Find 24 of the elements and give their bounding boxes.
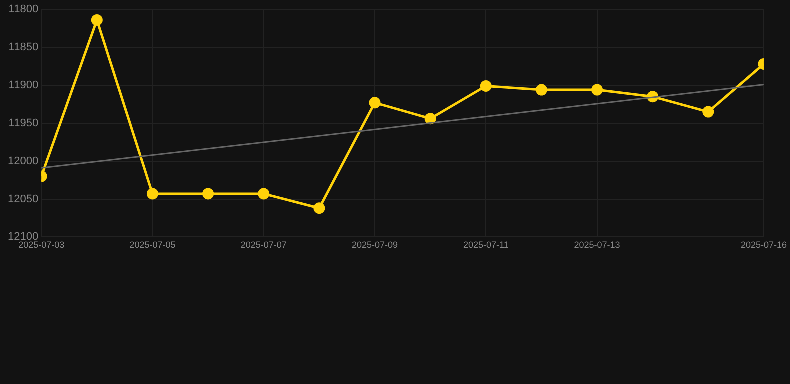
x-tick-label: 2025-07-03 bbox=[18, 240, 65, 250]
point bbox=[480, 80, 492, 92]
y-tick-label: 11900 bbox=[8, 80, 39, 92]
point bbox=[202, 188, 214, 200]
point bbox=[702, 106, 714, 118]
point bbox=[592, 84, 604, 96]
x-tick-label: 2025-07-16 bbox=[740, 240, 788, 250]
point bbox=[424, 113, 436, 125]
x-tick-label: 2025-07-09 bbox=[352, 240, 398, 250]
point bbox=[146, 188, 158, 200]
y-tick-label: 12050 bbox=[8, 193, 39, 206]
point bbox=[369, 97, 381, 109]
point bbox=[91, 14, 103, 26]
point bbox=[536, 84, 548, 96]
y-tick-label: 12000 bbox=[8, 155, 39, 168]
y-tick-label: 11800 bbox=[8, 4, 39, 16]
point bbox=[314, 202, 326, 214]
x-tick-label: 2025-07-13 bbox=[574, 240, 620, 250]
x-tick-label: 2025-07-05 bbox=[130, 240, 176, 250]
y-tick-label: 11950 bbox=[8, 117, 39, 130]
x-tick-label: 2025-07-07 bbox=[240, 240, 287, 250]
point bbox=[258, 188, 270, 200]
x-tick-label: 2025-07-11 bbox=[463, 240, 509, 250]
y-tick-label: 11850 bbox=[8, 42, 39, 54]
